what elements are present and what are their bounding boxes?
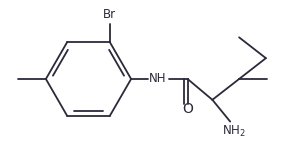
Text: NH$_2$: NH$_2$ <box>222 124 246 139</box>
Text: NH: NH <box>149 73 167 85</box>
Text: O: O <box>182 102 193 116</box>
Text: Br: Br <box>103 8 116 21</box>
